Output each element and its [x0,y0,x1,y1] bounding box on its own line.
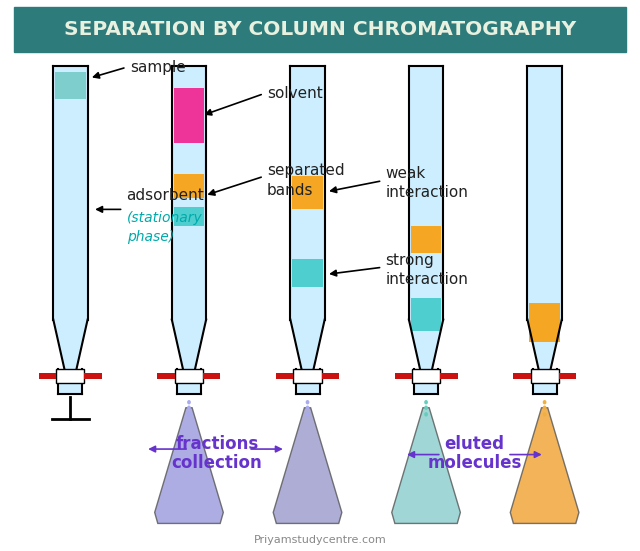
FancyBboxPatch shape [292,259,323,287]
Polygon shape [53,320,88,369]
Ellipse shape [306,406,309,410]
FancyBboxPatch shape [411,298,442,331]
Text: SEPARATION BY COLUMN CHROMATOGRAPHY: SEPARATION BY COLUMN CHROMATOGRAPHY [64,20,576,39]
Ellipse shape [424,412,428,417]
Text: phase): phase) [127,230,173,244]
Text: (stationary: (stationary [127,210,202,225]
FancyBboxPatch shape [157,372,175,379]
FancyBboxPatch shape [14,7,626,52]
Text: solvent: solvent [267,86,323,101]
FancyBboxPatch shape [177,369,201,394]
Ellipse shape [187,412,191,417]
Polygon shape [172,320,206,369]
Text: strong: strong [385,252,435,268]
Text: separated: separated [267,163,344,179]
Polygon shape [392,408,460,523]
Polygon shape [409,320,444,369]
FancyBboxPatch shape [394,372,412,379]
FancyBboxPatch shape [203,372,221,379]
FancyBboxPatch shape [173,88,204,143]
FancyBboxPatch shape [55,72,86,85]
Text: interaction: interaction [385,185,468,201]
Ellipse shape [187,406,191,410]
FancyBboxPatch shape [53,66,88,320]
FancyBboxPatch shape [173,207,204,226]
FancyBboxPatch shape [173,174,204,198]
Ellipse shape [187,400,191,404]
FancyBboxPatch shape [321,372,339,379]
Polygon shape [155,408,223,523]
Ellipse shape [424,406,428,410]
FancyBboxPatch shape [55,77,86,99]
FancyBboxPatch shape [276,372,294,379]
FancyBboxPatch shape [292,176,323,209]
Text: Priyamstudycentre.com: Priyamstudycentre.com [253,535,387,545]
FancyBboxPatch shape [56,369,84,383]
Polygon shape [527,320,562,369]
Polygon shape [273,408,342,523]
FancyBboxPatch shape [58,369,83,394]
FancyBboxPatch shape [409,66,444,320]
FancyBboxPatch shape [513,372,531,379]
Text: collection: collection [172,454,262,472]
Text: molecules: molecules [428,454,522,472]
Polygon shape [291,320,324,369]
FancyBboxPatch shape [529,303,560,342]
FancyBboxPatch shape [411,226,442,253]
FancyBboxPatch shape [527,66,562,320]
Text: adsorbent: adsorbent [127,188,204,203]
FancyBboxPatch shape [294,369,321,383]
FancyBboxPatch shape [532,369,557,394]
Text: fractions: fractions [175,435,259,452]
FancyBboxPatch shape [175,369,203,383]
FancyBboxPatch shape [414,369,438,394]
FancyBboxPatch shape [440,372,458,379]
Ellipse shape [543,412,547,417]
FancyBboxPatch shape [291,66,324,320]
Text: weak: weak [385,166,426,181]
FancyBboxPatch shape [412,369,440,383]
Ellipse shape [424,400,428,404]
FancyBboxPatch shape [531,369,559,383]
Text: bands: bands [267,182,314,198]
FancyBboxPatch shape [559,372,576,379]
Text: eluted: eluted [445,435,505,452]
Ellipse shape [306,400,309,404]
FancyBboxPatch shape [84,372,102,379]
FancyBboxPatch shape [296,369,319,394]
Ellipse shape [306,412,309,417]
Text: interaction: interaction [385,272,468,287]
Ellipse shape [543,406,547,410]
Text: sample: sample [130,60,186,75]
Ellipse shape [543,400,547,404]
Polygon shape [510,408,579,523]
FancyBboxPatch shape [172,66,206,320]
FancyBboxPatch shape [39,372,56,379]
